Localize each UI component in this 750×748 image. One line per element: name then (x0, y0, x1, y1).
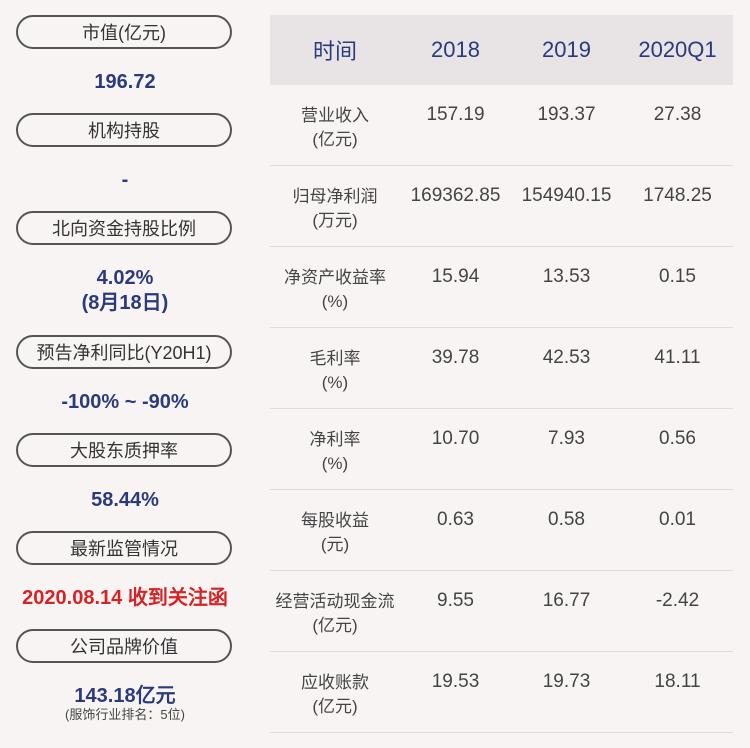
cell-value: 15.94 (431, 266, 480, 287)
cell-value: 169362.85 (410, 185, 501, 206)
profit-forecast-label: 预告净利同比(Y20H1) (16, 335, 232, 369)
header-2018: 2018 (431, 37, 480, 62)
row-label: 经营活动现金流 (亿元) (275, 592, 395, 635)
financial-table: 时间 2018 2019 2020Q1 营业收入 (亿元) 157.19 193.… (270, 15, 733, 733)
cell-value: 0.63 (437, 509, 474, 530)
cell-value: 19.73 (542, 671, 591, 692)
pledge-ratio-value: 58.44% (91, 489, 159, 511)
header-2019: 2019 (542, 37, 591, 62)
cell-value: 157.19 (426, 104, 485, 125)
cell-value: -2.42 (655, 590, 700, 611)
row-label: 每股收益 (元) (301, 511, 369, 554)
brand-value-note: (服饰行业排名：5位) (65, 707, 185, 722)
cell-value: 0.01 (659, 509, 696, 530)
cell-value: 42.53 (542, 347, 591, 368)
cell-value: 7.93 (548, 428, 585, 449)
table-row: 归母净利润 (万元) 169362.85 154940.15 1748.25 (270, 166, 733, 247)
cell-value: 41.11 (654, 347, 701, 368)
table-row: 毛利率 (%) 39.78 42.53 41.11 (270, 328, 733, 409)
row-label: 归母净利润 (万元) (292, 187, 378, 230)
pledge-ratio-label: 大股东质押率 (16, 433, 232, 467)
cell-value: 0.56 (659, 428, 696, 449)
brand-value-label: 公司品牌价值 (16, 629, 232, 663)
market-cap-label: 市值(亿元) (16, 15, 232, 49)
northbound-ratio-value: 4.02% (96, 267, 154, 289)
cell-value: 10.70 (431, 428, 480, 449)
northbound-ratio-label: 北向资金持股比例 (16, 211, 232, 245)
left-panel: 市值(亿元) 196.72 机构持股 - 北向资金持股比例 4.02% (8月1… (0, 0, 250, 748)
row-label: 营业收入 (亿元) (301, 106, 369, 149)
header-period: 时间 (312, 39, 357, 64)
header-2020q1: 2020Q1 (638, 37, 717, 62)
table-row: 每股收益 (元) 0.63 0.58 0.01 (270, 490, 733, 571)
table-header: 时间 2018 2019 2020Q1 (270, 15, 733, 85)
cell-value: 0.58 (548, 509, 585, 530)
cell-value: 0.15 (659, 266, 696, 287)
cell-value: 27.38 (653, 104, 702, 125)
cell-value: 9.55 (437, 590, 474, 611)
northbound-ratio-date: (8月18日) (81, 292, 169, 314)
row-label: 应收账款 (亿元) (301, 673, 369, 716)
profit-forecast-value: -100% ~ -90% (61, 391, 189, 413)
row-label: 毛利率 (%) (309, 349, 361, 392)
cell-value: 154940.15 (521, 185, 612, 206)
market-cap-value: 196.72 (94, 71, 156, 93)
institutional-holding-value: - (121, 169, 129, 191)
cell-value: 19.53 (431, 671, 480, 692)
brand-value-value: 143.18亿元 (74, 685, 176, 707)
cell-value: 16.77 (542, 590, 591, 611)
row-label: 净资产收益率 (%) (284, 268, 386, 311)
institutional-holding-label: 机构持股 (16, 113, 232, 147)
table-row: 净利率 (%) 10.70 7.93 0.56 (270, 409, 733, 490)
table-row: 营业收入 (亿元) 157.19 193.37 27.38 (270, 85, 733, 166)
table-row: 净资产收益率 (%) 15.94 13.53 0.15 (270, 247, 733, 328)
row-label: 净利率 (%) (309, 430, 361, 473)
cell-value: 193.37 (537, 104, 596, 125)
cell-value: 1748.25 (643, 185, 712, 206)
cell-value: 39.78 (431, 347, 480, 368)
regulatory-label: 最新监管情况 (16, 531, 232, 565)
cell-value: 13.53 (542, 266, 591, 287)
cell-value: 18.11 (654, 671, 701, 692)
table-row: 应收账款 (亿元) 19.53 19.73 18.11 (270, 652, 733, 733)
regulatory-value: 2020.08.14 收到关注函 (22, 587, 228, 609)
table-row: 经营活动现金流 (亿元) 9.55 16.77 -2.42 (270, 571, 733, 652)
